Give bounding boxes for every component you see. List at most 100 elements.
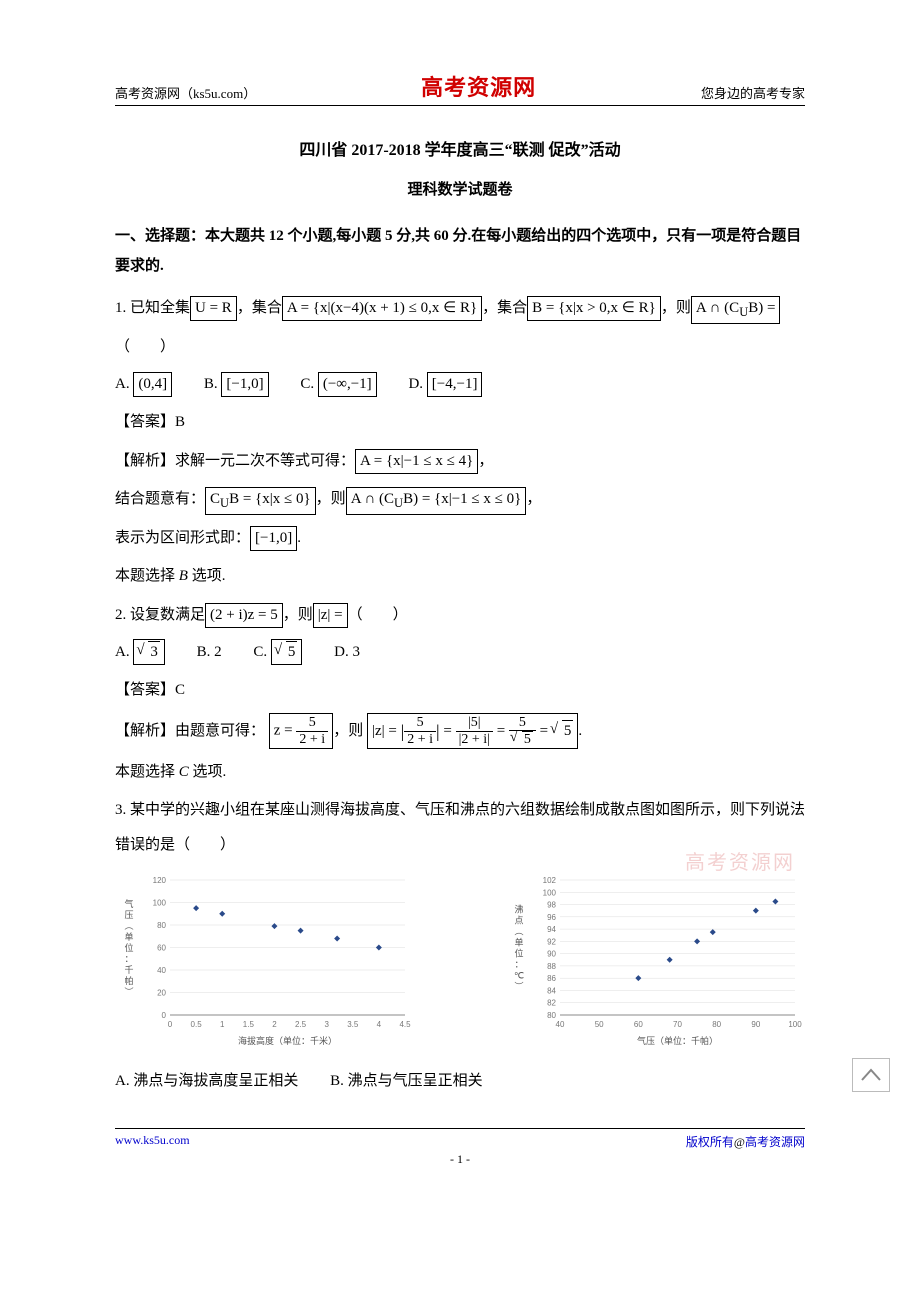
header-center-logo-text: 高考资源网 xyxy=(421,70,536,102)
q2-frac3: |5||2 + i| xyxy=(456,715,493,747)
q1-sol2-box2-b: B) = {x|−1 ≤ x ≤ 0} xyxy=(403,491,521,507)
q1-sol2-box2-a: A ∩ (C xyxy=(351,491,394,507)
q1-opt-c: C. (−∞,−1] xyxy=(300,368,376,401)
svg-text:80: 80 xyxy=(547,1011,556,1020)
q1-sol3-period: . xyxy=(297,530,301,546)
scatter-charts-row: 高考资源网 02040608010012000.511.522.533.544.… xyxy=(115,870,805,1055)
q2-stem: 2. 设复数满足(2 + i)z = 5，则|z| =（ ） xyxy=(115,598,805,633)
svg-text:单: 单 xyxy=(514,937,523,948)
q1-box-universe: U = R xyxy=(190,296,237,321)
q1-sol2-box1-b: B = {x|x ≤ 0} xyxy=(229,491,311,507)
q1-mid3: ，则 xyxy=(661,300,691,316)
q1-sol2-box1: CUB = {x|x ≤ 0} xyxy=(205,487,316,515)
svg-text:60: 60 xyxy=(157,944,166,953)
svg-text:沸: 沸 xyxy=(514,904,523,915)
svg-text:40: 40 xyxy=(157,966,166,975)
svg-text:102: 102 xyxy=(543,876,557,885)
q2-eq1: = xyxy=(443,723,451,739)
q1-mid1: ，集合 xyxy=(237,300,282,316)
scatter-chart-altitude-pressure: 02040608010012000.511.522.533.544.5海拔高度（… xyxy=(115,870,415,1050)
q1-opt-a: A. (0,4] xyxy=(115,368,172,401)
scatter-chart-pressure-boiling: 8082848688909294969810010240506070809010… xyxy=(505,870,805,1050)
q2-opt-b: B. 2 xyxy=(197,636,222,669)
q2-opt-b-label: B. xyxy=(197,644,211,660)
q2-frac4: 55 xyxy=(509,715,536,748)
q1-sol3-box: [−1,0] xyxy=(250,526,297,551)
q1-expr-b: B) = xyxy=(748,300,775,316)
q1-pre: 1. 已知全集 xyxy=(115,300,190,316)
svg-text:单: 单 xyxy=(124,931,133,942)
q1-expr-a: A ∩ (C xyxy=(696,300,739,316)
q2-sol-period: . xyxy=(578,723,582,739)
svg-text:88: 88 xyxy=(547,962,556,971)
q1-concl-ital: B xyxy=(179,568,188,584)
q1-box-set-b: B = {x|x > 0,x ∈ R} xyxy=(527,296,661,321)
svg-text:气: 气 xyxy=(124,898,133,909)
svg-text:位: 位 xyxy=(124,942,133,953)
svg-text:︵: ︵ xyxy=(124,921,133,931)
q1-sol1-pre: 【解析】求解一元二次不等式可得： xyxy=(115,453,355,469)
q1-solution-1: 【解析】求解一元二次不等式可得：A = {x|−1 ≤ x ≤ 4}， xyxy=(115,444,805,479)
q2-opt-d-label: D. xyxy=(334,644,349,660)
svg-text:120: 120 xyxy=(153,876,167,885)
q1-opt-d: D. [−4,−1] xyxy=(408,368,482,401)
q2-frac1-den: 2 + i xyxy=(296,732,328,747)
q2-frac2: 52 + i xyxy=(404,715,436,747)
svg-text:1.5: 1.5 xyxy=(243,1020,255,1029)
q1-solution-3: 表示为区间形式即：[−1,0]. xyxy=(115,521,805,556)
svg-text:位: 位 xyxy=(514,948,523,959)
svg-text:4.5: 4.5 xyxy=(399,1020,411,1029)
svg-text:：: ： xyxy=(514,960,523,970)
q2-opt-c-val: 5 xyxy=(271,639,303,665)
q2-answer: 【答案】C xyxy=(115,673,805,708)
footer-right-pre: 版权所有 xyxy=(686,1135,734,1149)
q2-frac4-den: 5 xyxy=(509,731,536,747)
q2-eq3: = xyxy=(540,723,548,739)
q1-sol1-comma: ， xyxy=(478,453,493,469)
q2-opt-a-label: A. xyxy=(115,644,130,660)
header-right-text: 您身边的高考专家 xyxy=(701,83,805,102)
footer-at: @ xyxy=(734,1135,745,1149)
q3-opt-a: A. 沸点与海拔高度呈正相关 xyxy=(115,1065,298,1098)
page-container: 高考资源网（ks5u.com） 高考资源网 您身边的高考专家 四川省 2017-… xyxy=(0,0,920,1202)
svg-text:100: 100 xyxy=(788,1020,802,1029)
q2-res-rad: 5 xyxy=(562,720,574,742)
q2-frac4-den-rad: 5 xyxy=(522,731,533,747)
svg-text:94: 94 xyxy=(547,925,556,934)
svg-text:︶: ︶ xyxy=(124,987,133,997)
q2-concl-a: 本题选择 xyxy=(115,764,175,780)
q2-eq2: = xyxy=(497,723,505,739)
exam-title-sub: 理科数学试题卷 xyxy=(115,178,805,199)
q2-opt-c: C. 5 xyxy=(253,636,302,669)
svg-text:3.5: 3.5 xyxy=(347,1020,359,1029)
svg-text:40: 40 xyxy=(556,1020,565,1029)
svg-text:帕: 帕 xyxy=(124,975,133,986)
chevron-up-icon xyxy=(859,1066,883,1084)
q1-opt-b-val: [−1,0] xyxy=(221,372,268,397)
q2-opt-a: A. 3 xyxy=(115,636,165,669)
header-left-text: 高考资源网（ks5u.com） xyxy=(115,83,256,102)
q2-mid1: ，则 xyxy=(283,607,313,623)
chart-right-wrap: 8082848688909294969810010240506070809010… xyxy=(505,870,805,1055)
q2-frac4-num: 5 xyxy=(509,715,536,731)
svg-text:82: 82 xyxy=(547,999,556,1008)
q1-sol2-box1-sub: U xyxy=(220,496,229,510)
q1-concl-b: 选项. xyxy=(192,568,226,584)
page-footer: www.ks5u.com 版权所有@高考资源网 xyxy=(115,1128,805,1150)
q1-solution-2: 结合题意有：CUB = {x|x ≤ 0}，则A ∩ (CUB) = {x|−1… xyxy=(115,482,805,517)
svg-text:0: 0 xyxy=(168,1020,173,1029)
svg-text:3: 3 xyxy=(324,1020,329,1029)
svg-text:点: 点 xyxy=(514,916,523,926)
q2-opt-b-val: 2 xyxy=(214,644,222,660)
section-1-heading: 一、选择题：本大题共 12 个小题,每小题 5 分,共 60 分.在每小题给出的… xyxy=(115,221,805,281)
svg-text:︵: ︵ xyxy=(514,927,523,937)
svg-text:90: 90 xyxy=(751,1020,760,1029)
q2-opt-d: D. 3 xyxy=(334,636,360,669)
svg-text:100: 100 xyxy=(543,888,557,897)
q1-opt-d-val: [−4,−1] xyxy=(427,372,483,397)
page-header: 高考资源网（ks5u.com） 高考资源网 您身边的高考专家 xyxy=(115,70,805,106)
scroll-top-button[interactable] xyxy=(852,1058,890,1092)
q1-sol2-pre: 结合题意有： xyxy=(115,491,205,507)
q1-options: A. (0,4] B. [−1,0] C. (−∞,−1] D. [−4,−1] xyxy=(115,368,805,401)
q2-opt-c-rad: 5 xyxy=(286,641,298,663)
